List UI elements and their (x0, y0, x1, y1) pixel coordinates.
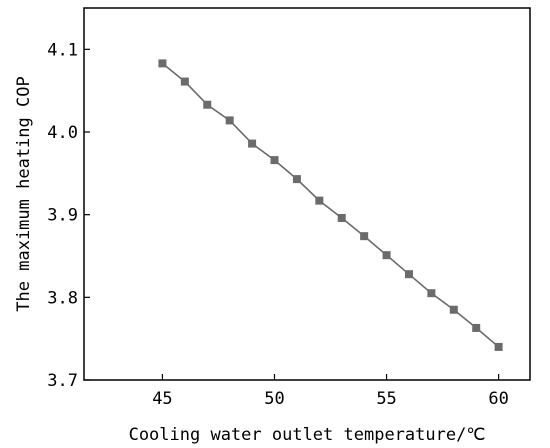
data-point (203, 100, 212, 109)
data-point (404, 270, 413, 279)
y-tick-label: 4.1 (47, 40, 78, 60)
data-point (180, 77, 189, 86)
x-axis: 45 50 55 60 (152, 374, 509, 409)
x-tick-label: 55 (376, 389, 396, 409)
plot-frame (83, 7, 531, 381)
data-point (472, 323, 481, 332)
x-tick-label: 45 (152, 389, 172, 409)
x-tick-label: 50 (264, 389, 284, 409)
y-tick-label: 3.7 (47, 371, 78, 391)
series-line (161, 62, 500, 348)
data-point (315, 196, 324, 205)
y-tick-label: 3.9 (47, 206, 78, 226)
data-point (494, 342, 503, 351)
data-point (337, 213, 346, 222)
data-point (225, 116, 234, 125)
plot-border (83, 7, 531, 381)
data-point (292, 175, 301, 184)
data-point (360, 232, 369, 241)
y-axis-title: The maximum heating COP (14, 76, 34, 311)
data-point (382, 251, 391, 260)
x-tick-label: 60 (488, 389, 508, 409)
data-point (427, 289, 436, 298)
series-layer (158, 59, 503, 351)
data-point (158, 59, 167, 68)
y-tick-label: 3.8 (47, 288, 78, 308)
y-axis: 3.7 3.8 3.9 4.0 4.1 (47, 40, 90, 391)
data-point (270, 156, 279, 165)
x-axis-title: Cooling water outlet temperature/℃ (129, 425, 486, 445)
y-tick-label: 4.0 (47, 123, 78, 143)
data-point (449, 305, 458, 314)
data-point (248, 139, 257, 148)
